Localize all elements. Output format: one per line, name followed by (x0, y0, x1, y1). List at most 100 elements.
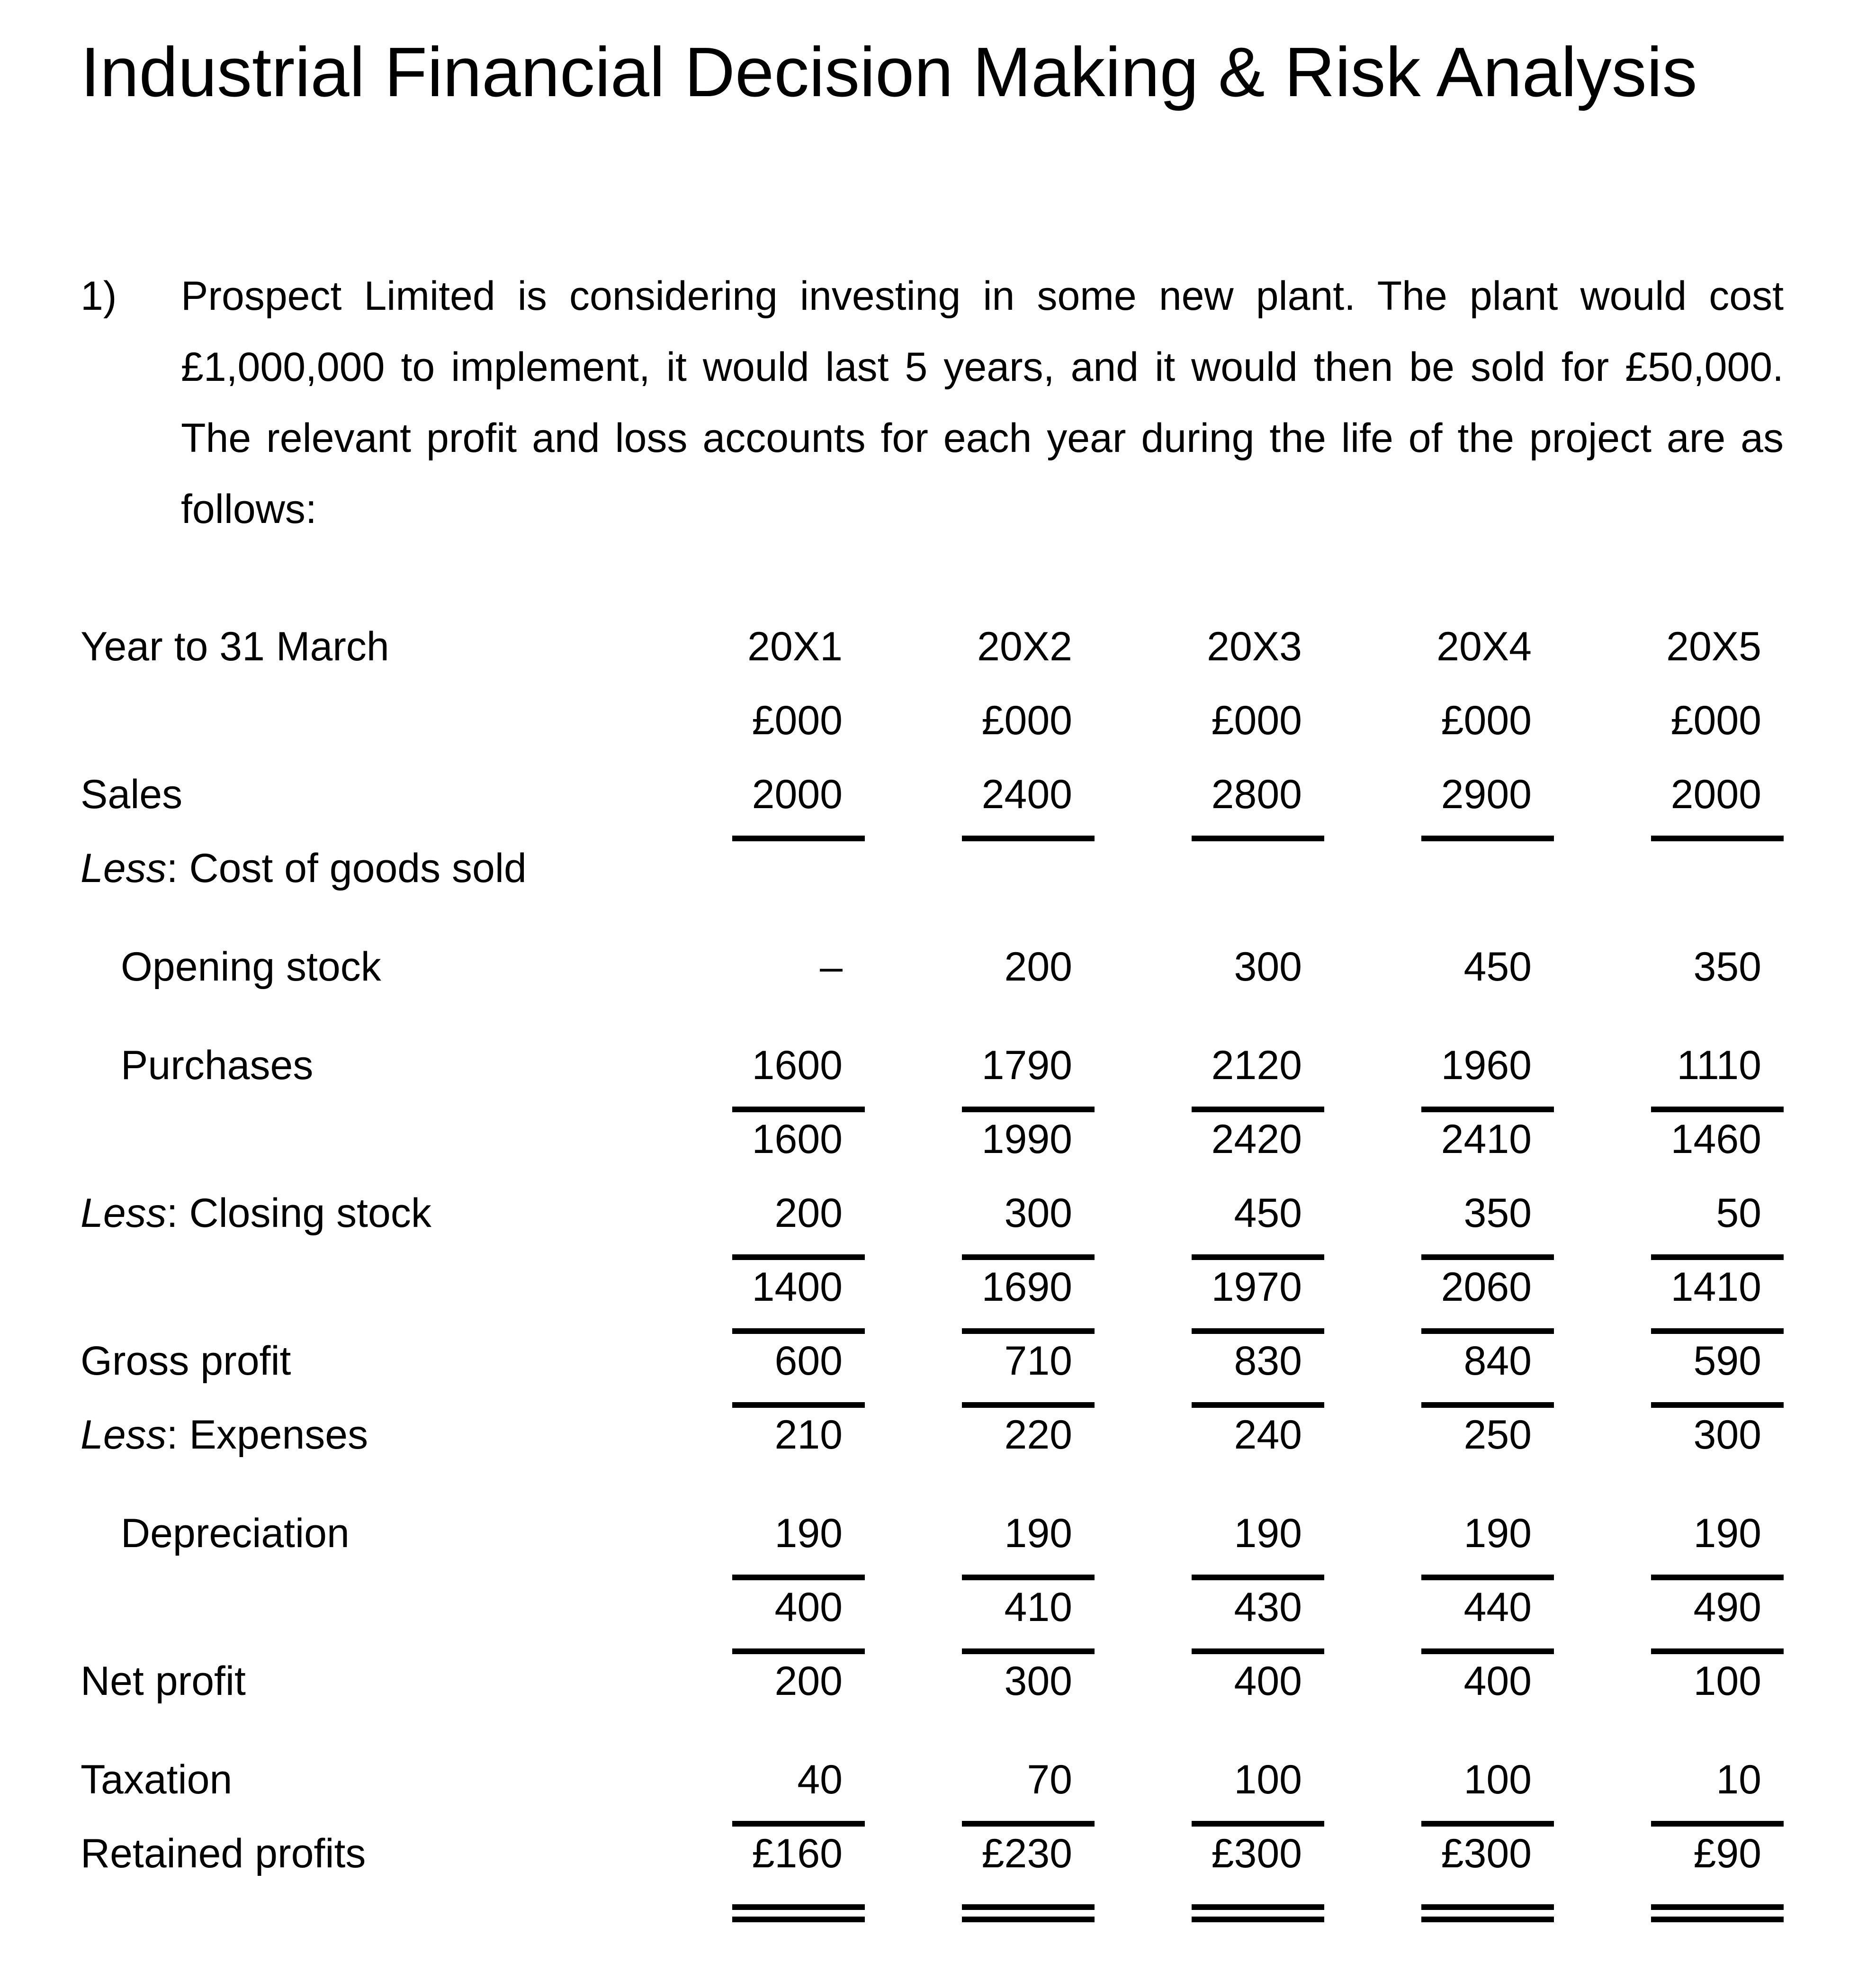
table-row: 1400 1690 1970 2060 1410 (81, 1252, 1784, 1334)
cell-value: 440 (1324, 1572, 1554, 1654)
cell-value: 200 (635, 1178, 865, 1260)
unit-label: £000 (1441, 698, 1532, 743)
cell-value: £90 (1554, 1818, 1784, 1922)
cell-value: 590 (1554, 1325, 1784, 1408)
underline-rule (1651, 1648, 1784, 1654)
underline-rule (962, 1254, 1095, 1260)
cell-value: 1970 (1095, 1252, 1324, 1334)
cell-value: 350 (1324, 1178, 1554, 1260)
underline-rule (1421, 836, 1554, 841)
underline-rule (732, 1254, 865, 1260)
cell-value (865, 833, 1095, 904)
header-label: Year to 31 March (81, 624, 389, 669)
page-title: Industrial Financial Decision Making & R… (81, 33, 1697, 111)
year-header: 20X5 (1666, 624, 1761, 669)
underline-rule (1651, 1575, 1784, 1580)
cell-value: 450 (1095, 1178, 1324, 1260)
row-label: Less: Closing stock (81, 1190, 431, 1236)
cell-value: 400 (1463, 1658, 1532, 1704)
cell-value: 200 (774, 1658, 843, 1704)
underline-rule (1421, 1402, 1554, 1408)
cell-value: 1790 (865, 1030, 1095, 1112)
underline-rule (962, 1821, 1095, 1827)
underline-rule (962, 836, 1095, 841)
double-underline-rule (962, 1904, 1095, 1922)
cell-value: 40 (635, 1744, 865, 1827)
row-label: Less: Cost of goods sold (81, 846, 527, 891)
table-row: Less: Expenses 210 220 240 250 300 (81, 1399, 1784, 1470)
underline-rule (732, 1575, 865, 1580)
cell-value: 1990 (981, 1117, 1072, 1162)
units-row: £000 £000 £000 £000 £000 (81, 685, 1784, 756)
underline-rule (962, 1107, 1095, 1112)
table-row: Gross profit 600 710 830 840 590 (81, 1325, 1784, 1408)
row-label: Taxation (81, 1757, 233, 1802)
underline-rule (1651, 1254, 1784, 1260)
cell-value: £230 (865, 1818, 1095, 1922)
unit-label: £000 (981, 698, 1072, 743)
cell-value: 190 (1554, 1498, 1784, 1580)
cell-value: 710 (865, 1325, 1095, 1408)
row-label: Depreciation (121, 1511, 350, 1556)
cell-value: 2900 (1324, 759, 1554, 841)
cell-value: 2400 (865, 759, 1095, 841)
cell-value: 2060 (1324, 1252, 1554, 1334)
table-row: Less: Closing stock 200 300 450 350 50 (81, 1178, 1784, 1260)
underline-rule (1192, 1821, 1324, 1827)
table-row: Taxation 40 70 100 100 10 (81, 1744, 1784, 1827)
double-underline-rule (1651, 1904, 1784, 1922)
cell-value: 490 (1554, 1572, 1784, 1654)
cell-value: 1600 (635, 1030, 865, 1112)
year-header: 20X2 (977, 624, 1072, 669)
cell-value: 400 (1234, 1658, 1302, 1704)
cell-value: 220 (1004, 1412, 1073, 1458)
underline-rule (1651, 836, 1784, 841)
year-header: 20X1 (747, 624, 843, 669)
cell-value: 400 (635, 1572, 865, 1654)
cell-value: 2000 (1554, 759, 1784, 841)
cell-value: 840 (1324, 1325, 1554, 1408)
table-row: Less: Cost of goods sold (81, 833, 1784, 904)
underline-rule (962, 1575, 1095, 1580)
table-header-row: Year to 31 March 20X1 20X2 20X3 20X4 20X… (81, 611, 1784, 682)
row-label (81, 1252, 635, 1323)
table-row: Depreciation 190 190 190 190 190 (81, 1498, 1784, 1580)
cell-value: £300 (1095, 1818, 1324, 1922)
underline-rule (1192, 1107, 1324, 1112)
cell-value: 2410 (1441, 1117, 1532, 1162)
underline-rule (1651, 1328, 1784, 1334)
underline-rule (1192, 1575, 1324, 1580)
paragraph-line: Prospect Limited is considering investin… (181, 273, 1784, 319)
unit-label: £000 (1211, 698, 1302, 743)
table-row: Net profit 200 300 400 400 100 (81, 1646, 1784, 1717)
underline-rule (1421, 1575, 1554, 1580)
row-label (81, 685, 635, 756)
cell-value: 410 (865, 1572, 1095, 1654)
double-underline-rule (732, 1904, 865, 1922)
cell-value: 190 (1095, 1498, 1324, 1580)
underline-rule (1421, 1254, 1554, 1260)
cell-value (1554, 833, 1784, 904)
table-row: Retained profits £160 £230 £300 £300 £90 (81, 1818, 1784, 1922)
underline-rule (1651, 1402, 1784, 1408)
table-row: Purchases 1600 1790 2120 1960 1110 (81, 1030, 1784, 1112)
underline-rule (1651, 1821, 1784, 1827)
row-label: Opening stock (121, 944, 381, 990)
cell-value: – (820, 944, 843, 990)
underline-rule (1192, 1648, 1324, 1654)
cell-value: 350 (1693, 944, 1762, 990)
underline-rule (732, 836, 865, 841)
cell-value: 250 (1463, 1412, 1532, 1458)
cell-value: 190 (1324, 1498, 1554, 1580)
cell-value: 70 (865, 1744, 1095, 1827)
underline-rule (1192, 836, 1324, 841)
cell-value: 430 (1095, 1572, 1324, 1654)
row-label: Retained profits (81, 1831, 366, 1876)
problem-statement: 1) Prospect Limited is considering inves… (81, 261, 1784, 545)
cell-value: 210 (774, 1412, 843, 1458)
underline-rule (962, 1402, 1095, 1408)
underline-rule (1421, 1328, 1554, 1334)
underline-rule (1421, 1821, 1554, 1827)
